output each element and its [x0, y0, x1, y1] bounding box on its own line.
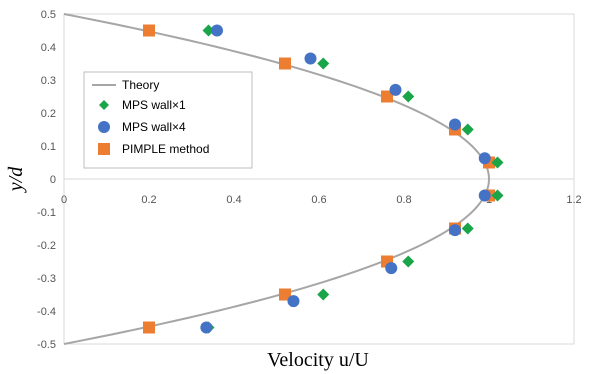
x-tick-label: 0.8	[396, 194, 411, 206]
mps-wall1-marker	[491, 189, 504, 202]
mps-wall4-marker	[304, 52, 317, 65]
legend-pimple-swatch	[98, 143, 110, 155]
mps-wall1-marker	[317, 288, 330, 301]
mps-wall4-marker	[449, 224, 461, 237]
mps-wall4-marker	[478, 189, 491, 202]
y-tick-label: -0.5	[37, 339, 56, 351]
x-axis-title: Velocity u/U	[267, 349, 369, 371]
legend-label-mps-wall4: MPS wall×4	[122, 120, 186, 134]
mps-wall4-marker	[200, 321, 213, 334]
data-markers	[143, 24, 504, 334]
mps-wall1-marker	[461, 222, 474, 235]
x-tick-label: 0.2	[141, 194, 156, 206]
legend: Theory MPS wall×1 MPS wall×4 PIMPLE meth…	[83, 71, 253, 169]
legend-mps-wall4-swatch	[98, 121, 110, 133]
legend-label-mps-wall1: MPS wall×1	[122, 98, 186, 112]
mps-wall4-marker	[449, 118, 461, 131]
x-tick-label: 0.4	[226, 194, 241, 206]
mps-wall1-marker	[317, 57, 330, 70]
pimple-marker	[143, 24, 155, 37]
legend-mps-wall1-swatch	[99, 100, 109, 110]
mps-wall4-marker	[287, 295, 300, 308]
legend-label-pimple: PIMPLE method	[122, 142, 209, 156]
y-tick-label: -0.1	[37, 207, 56, 219]
legend-label-theory: Theory	[122, 78, 159, 92]
y-tick-label: 0.5	[41, 9, 56, 21]
pimple-marker	[279, 288, 291, 301]
x-tick-label: 1.2	[566, 194, 581, 206]
y-tick-label: 0.3	[41, 75, 56, 87]
y-axis-title: y/d	[5, 166, 27, 193]
mps-wall1-marker	[402, 90, 415, 103]
theory-curve	[63, 13, 491, 345]
y-tick-label: 0.4	[41, 42, 56, 54]
legend-box	[83, 71, 253, 169]
mps-wall1-marker	[202, 24, 215, 37]
y-tick-label: 0.2	[41, 108, 56, 120]
pimple-marker	[143, 321, 155, 334]
pimple-marker	[381, 90, 393, 103]
y-tick-labels: 0.5 0.4 0.3 0.2 0.1 0 -0.1 -0.2 -0.3 -0.4 -0.5	[37, 9, 56, 351]
x-tick-label: 0.6	[311, 194, 326, 206]
x-tick-label: 0	[61, 194, 67, 206]
y-tick-label: -0.4	[37, 306, 56, 318]
y-tick-label: 0	[50, 174, 56, 186]
y-tick-label: -0.2	[37, 240, 56, 252]
mps-wall1-marker	[461, 123, 474, 136]
mps-wall4-marker	[211, 24, 223, 37]
mps-wall1-marker	[491, 156, 504, 169]
mps-wall4-marker	[389, 83, 402, 96]
y-tick-label: -0.3	[37, 273, 56, 285]
mps-wall4-marker	[478, 152, 491, 165]
y-tick-label: 0.1	[41, 141, 56, 153]
pimple-marker	[279, 57, 291, 70]
mps-wall1-marker	[402, 255, 415, 268]
mps-wall4-marker	[385, 262, 398, 275]
